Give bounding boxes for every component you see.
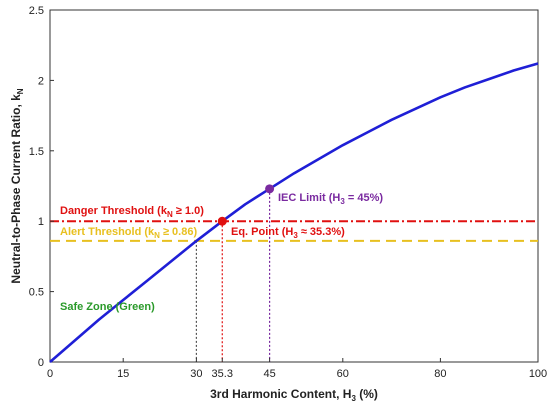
y-tick-label: 0.5 — [29, 287, 44, 299]
x-axis-label-prefix: 3rd Harmonic Content, H — [210, 387, 351, 401]
annotation-alert: Alert Threshold (kN ≥ 0.86) — [60, 226, 197, 240]
annotation-safe-zone: Safe Zone (Green) — [60, 301, 155, 313]
annotation-eq-point-suffix: ≈ 35.3%) — [298, 226, 345, 238]
y-tick-label: 2.5 — [29, 5, 44, 17]
x-tick-label: 0 — [47, 368, 53, 380]
data-point — [217, 216, 227, 226]
series-line — [49, 62, 539, 363]
y-tick-label: 0 — [38, 357, 44, 369]
x-tick-label: 60 — [337, 368, 349, 380]
y-tick-label: 1 — [38, 216, 44, 228]
points — [217, 184, 275, 226]
annotation-eq-point-prefix: Eq. Point (H — [231, 226, 293, 238]
x-tick-label: 35.3 — [212, 368, 233, 380]
annotation-danger: Danger Threshold (kN ≥ 1.0) — [60, 205, 204, 219]
annotation-alert-sub: N — [154, 231, 160, 240]
guides — [50, 188, 538, 362]
annotation-alert-suffix: ≥ 0.86) — [160, 226, 198, 238]
y-tick-label: 2 — [38, 75, 44, 87]
plot-area — [49, 9, 539, 363]
annotation-danger-suffix: ≥ 1.0) — [173, 205, 204, 217]
x-tick-label: 45 — [263, 368, 275, 380]
annotation-eq-point: Eq. Point (H3 ≈ 35.3%) — [231, 226, 345, 240]
annotation-iec-sub: 3 — [340, 197, 345, 206]
ticks: 0 15 30 35.3 45 60 80 100 0 0.5 1 1.5 2 2.5 — [29, 5, 547, 380]
x-axis-label-suffix: (%) — [356, 387, 378, 401]
y-axis-label-prefix: Neutral-to-Phase Current Ratio, k — [9, 94, 23, 284]
annotation-eq-point-sub: 3 — [293, 231, 298, 240]
y-axis-label-sub: N — [16, 88, 25, 94]
x-tick-label: 15 — [117, 368, 129, 380]
y-tick-label: 1.5 — [29, 146, 44, 158]
x-tick-label: 80 — [434, 368, 446, 380]
annotation-iec-prefix: IEC Limit (H — [278, 192, 340, 204]
x-tick-label: 30 — [190, 368, 202, 380]
series — [49, 62, 539, 363]
annotation-danger-sub: N — [167, 210, 173, 219]
y-axis-label: Neutral-to-Phase Current Ratio, kN — [9, 88, 25, 283]
annotation-iec-suffix: = 45%) — [345, 192, 384, 204]
data-point — [265, 184, 275, 194]
x-axis-label: 3rd Harmonic Content, H3 (%) — [210, 387, 378, 403]
annotation-danger-prefix: Danger Threshold (k — [60, 205, 168, 217]
annotation-iec-limit: IEC Limit (H3 = 45%) — [278, 192, 383, 206]
annotation-alert-prefix: Alert Threshold (k — [60, 226, 155, 238]
x-tick-label: 100 — [529, 368, 547, 380]
x-axis-label-sub: 3 — [351, 394, 356, 403]
